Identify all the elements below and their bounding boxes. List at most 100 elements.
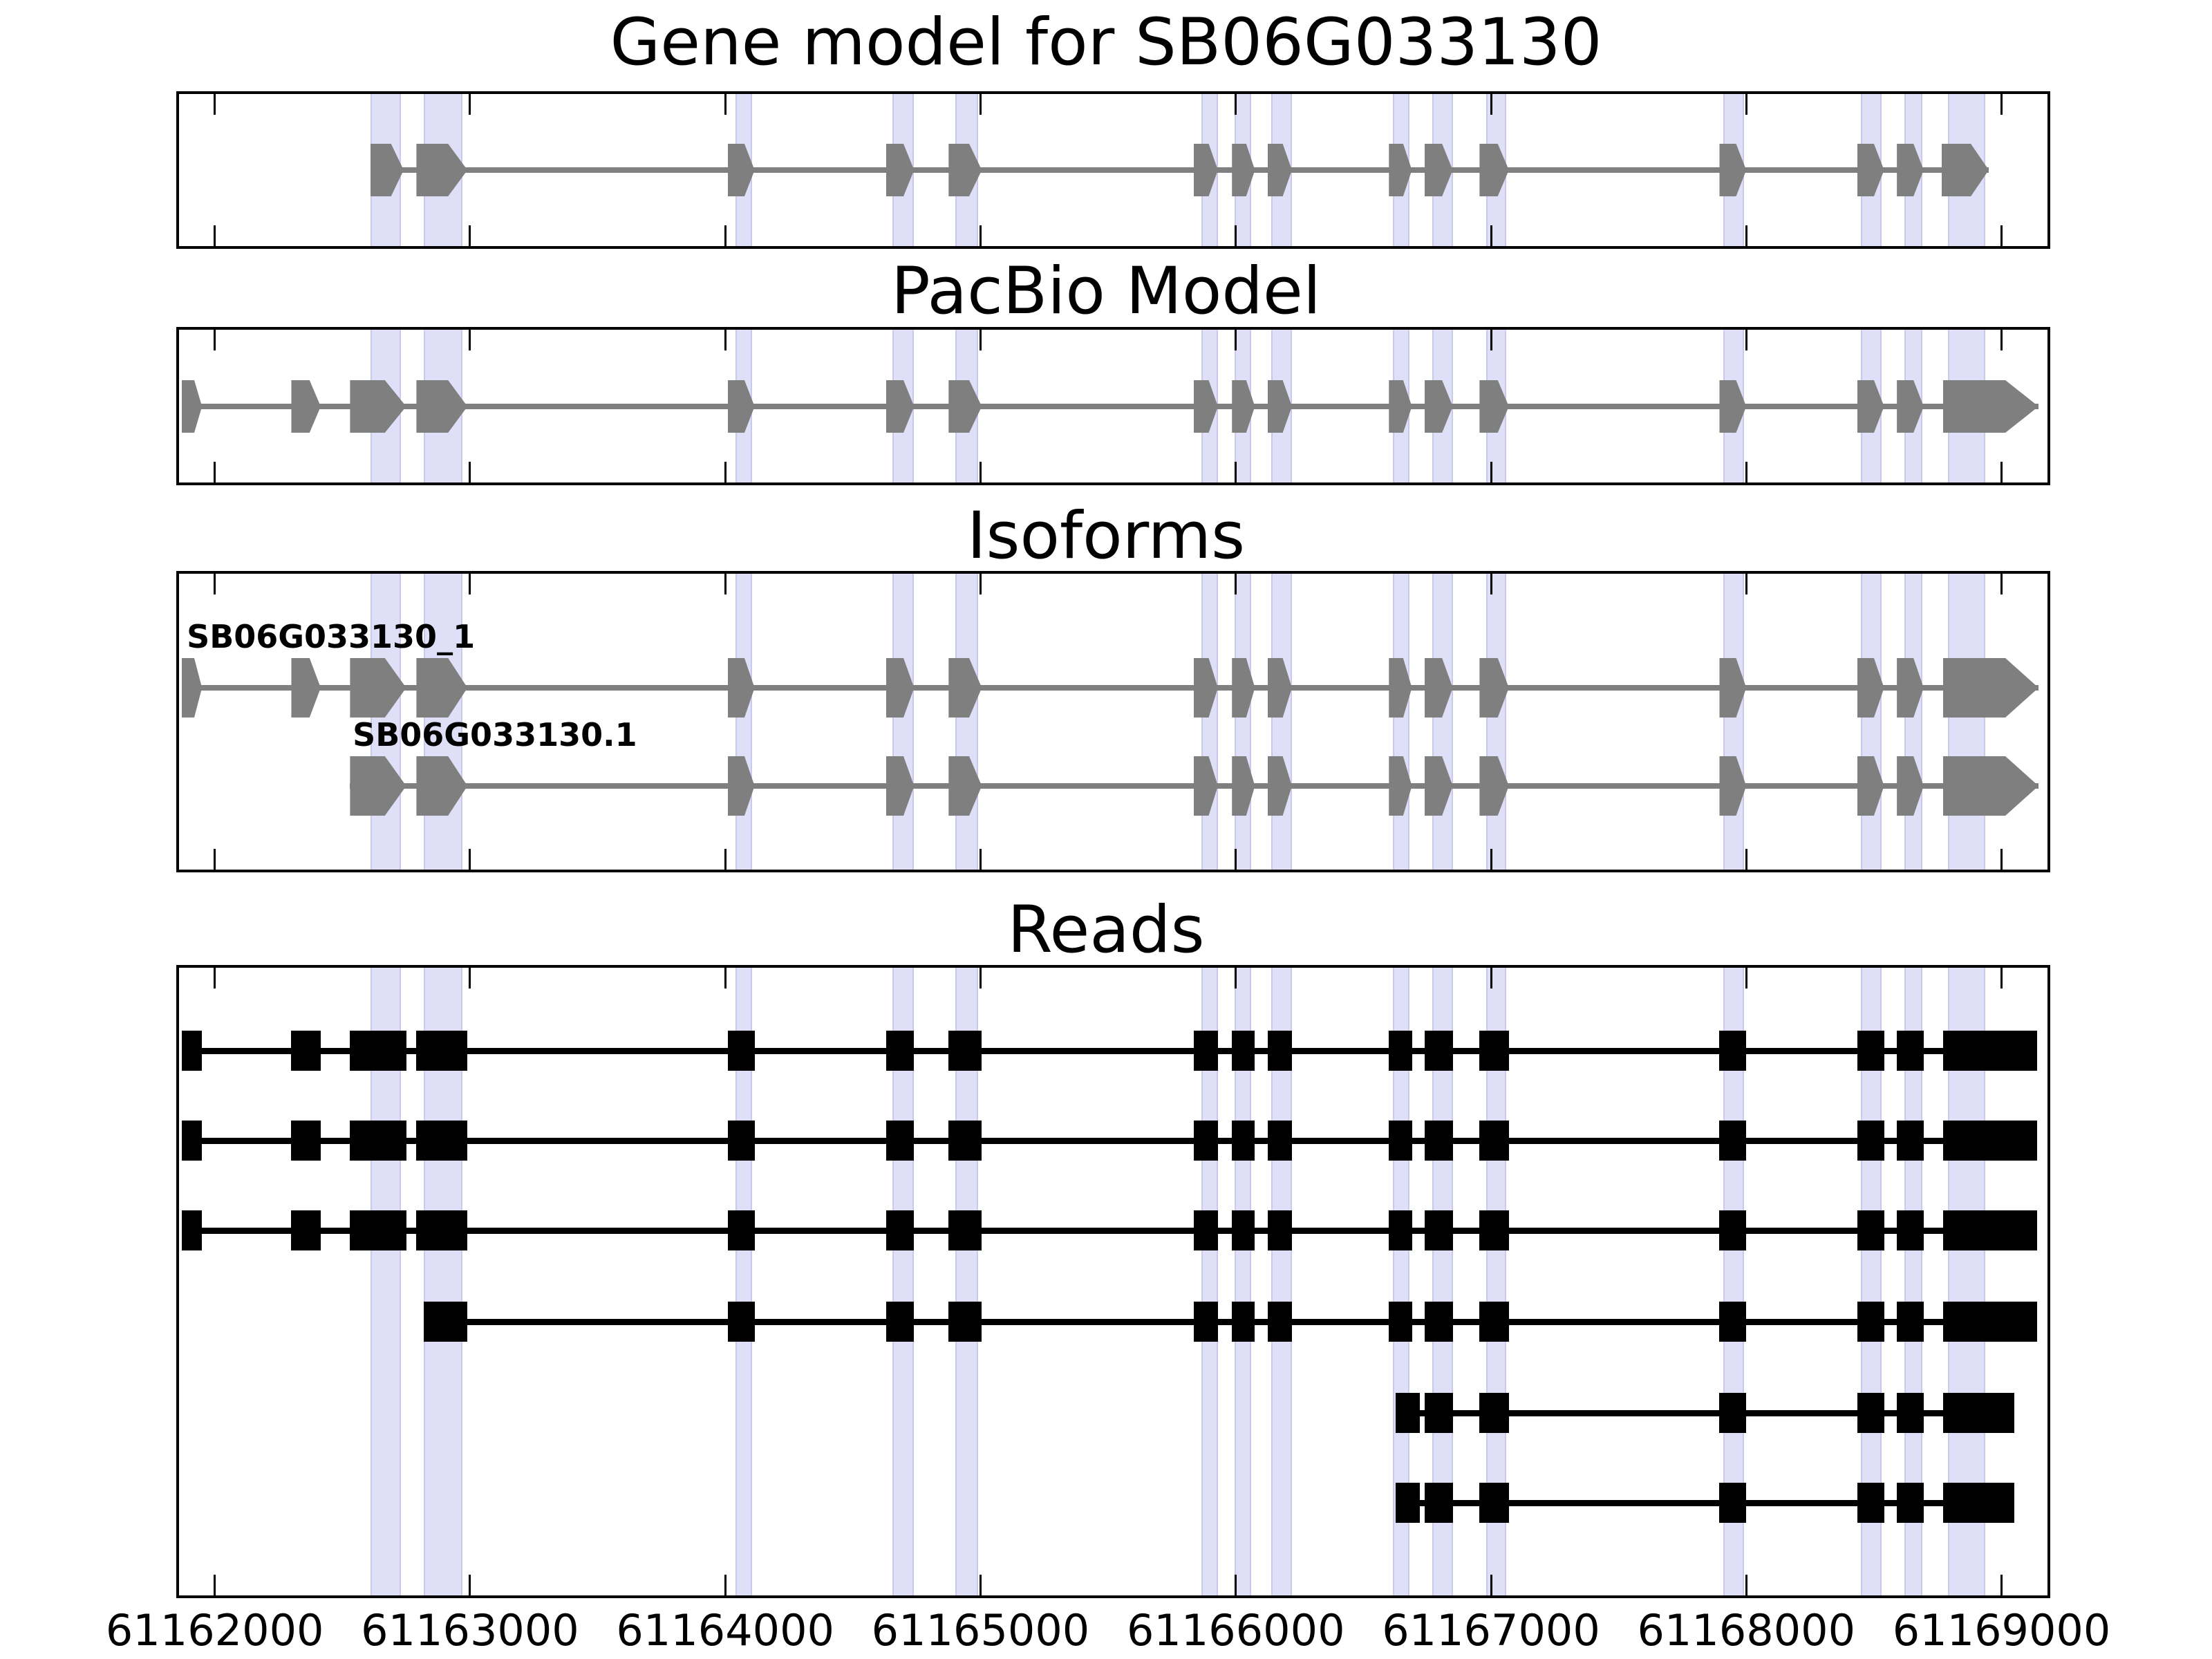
x-axis-tick-label: 61163000 — [361, 1605, 579, 1656]
axis-tick — [2000, 968, 2003, 988]
read-exon-block — [1425, 1121, 1453, 1161]
axis-tick — [214, 968, 216, 988]
intron-line — [181, 404, 2039, 409]
x-axis-tick-label: 61165000 — [871, 1605, 1090, 1656]
read-exon-block — [885, 1031, 915, 1071]
read-exon-block — [727, 1302, 755, 1342]
panel-pacbio — [176, 327, 2050, 485]
read-exon-block — [1857, 1031, 1884, 1071]
read-exon-block — [1479, 1302, 1509, 1342]
highlight-band — [424, 574, 462, 870]
read-exon-block — [1857, 1210, 1884, 1250]
read-exon-block — [416, 1031, 468, 1071]
x-axis-tick-label: 61164000 — [616, 1605, 835, 1656]
axis-tick — [1235, 1575, 1237, 1595]
read-exon-block — [948, 1031, 982, 1071]
intron-line — [181, 1227, 2038, 1234]
read-exon-block — [1193, 1121, 1218, 1161]
read-exon-block — [416, 1210, 468, 1250]
axis-tick — [469, 1575, 471, 1595]
x-axis-tick-label: 61162000 — [105, 1605, 324, 1656]
axis-tick — [2000, 330, 2003, 350]
read-exon-block — [1897, 1483, 1924, 1523]
axis-tick — [1490, 968, 1492, 988]
read-exon-block — [1897, 1121, 1924, 1161]
read-exon-block — [1719, 1121, 1747, 1161]
isoform-label: SB06G033130.1 — [353, 716, 637, 754]
x-axis-tick-label: 61166000 — [1126, 1605, 1345, 1656]
read-exon-block — [1425, 1302, 1453, 1342]
x-axis-tick-label: 61167000 — [1382, 1605, 1600, 1656]
axis-tick — [2000, 574, 2003, 594]
read-exon-block — [1232, 1031, 1255, 1071]
isoform-label: SB06G033130_1 — [187, 618, 476, 656]
axis-tick — [724, 94, 727, 115]
highlight-band — [1234, 968, 1251, 1595]
axis-tick — [724, 225, 727, 246]
axis-tick — [1490, 1575, 1492, 1595]
read-exon-block — [1389, 1031, 1412, 1071]
read-exon-block — [1193, 1302, 1218, 1342]
read-exon-block — [1719, 1393, 1747, 1433]
axis-tick — [2000, 225, 2003, 246]
highlight-band — [735, 968, 752, 1595]
read-exon-block — [1719, 1210, 1747, 1250]
panel-title-gene-model: Gene model for SB06G033130 — [610, 5, 1602, 80]
read-exon-block — [1425, 1210, 1453, 1250]
read-exon-block — [885, 1121, 915, 1161]
read-exon-block — [1897, 1210, 1924, 1250]
axis-tick — [1745, 94, 1747, 115]
read-exon-block — [1267, 1121, 1292, 1161]
axis-tick — [469, 462, 471, 482]
read-exon-block — [291, 1031, 321, 1071]
axis-tick — [724, 968, 727, 988]
read-exon-block — [1857, 1483, 1884, 1523]
read-exon-block — [1389, 1121, 1412, 1161]
read-exon-block — [1719, 1302, 1747, 1342]
read-exon-block — [1479, 1483, 1509, 1523]
axis-tick — [1235, 574, 1237, 594]
panel-title-isoforms: Isoforms — [966, 498, 1246, 574]
read-exon-block — [1942, 1210, 2038, 1250]
panel-title-pacbio: PacBio Model — [891, 254, 1321, 329]
highlight-band — [1723, 574, 1744, 870]
read-exon-block — [1425, 1393, 1453, 1433]
axis-tick — [1745, 849, 1747, 870]
read-exon-block — [948, 1302, 982, 1342]
axis-tick — [1490, 849, 1492, 870]
axis-tick — [979, 574, 982, 594]
axis-tick — [979, 462, 982, 482]
axis-tick — [979, 94, 982, 115]
read-exon-block — [291, 1121, 321, 1161]
read-exon-block — [1897, 1031, 1924, 1071]
read-exon-block — [424, 1302, 468, 1342]
axis-tick — [1235, 94, 1237, 115]
axis-tick — [2000, 849, 2003, 870]
read-exon-block — [1479, 1393, 1509, 1433]
read-exon-block — [1389, 1302, 1412, 1342]
read-exon-block — [948, 1210, 982, 1250]
x-axis-tick-label: 61169000 — [1892, 1605, 2111, 1656]
read-exon-block — [727, 1210, 755, 1250]
read-exon-block — [1897, 1302, 1924, 1342]
highlight-band — [1947, 574, 1985, 870]
highlight-band — [1904, 574, 1923, 870]
panel-isoforms — [176, 571, 2050, 872]
highlight-band — [955, 574, 978, 870]
axis-tick — [214, 574, 216, 594]
panel-gene-model — [176, 91, 2050, 249]
read-exon-block — [416, 1121, 468, 1161]
axis-tick — [979, 225, 982, 246]
read-exon-block — [181, 1121, 203, 1161]
read-exon-block — [1479, 1121, 1509, 1161]
axis-tick — [1235, 968, 1237, 988]
highlight-band — [1861, 574, 1882, 870]
intron-line — [370, 167, 1989, 173]
read-exon-block — [1193, 1210, 1218, 1250]
axis-tick — [724, 574, 727, 594]
read-exon-block — [1389, 1210, 1412, 1250]
axis-tick — [724, 330, 727, 350]
axis-tick — [724, 1575, 727, 1595]
highlight-band — [370, 968, 402, 1595]
